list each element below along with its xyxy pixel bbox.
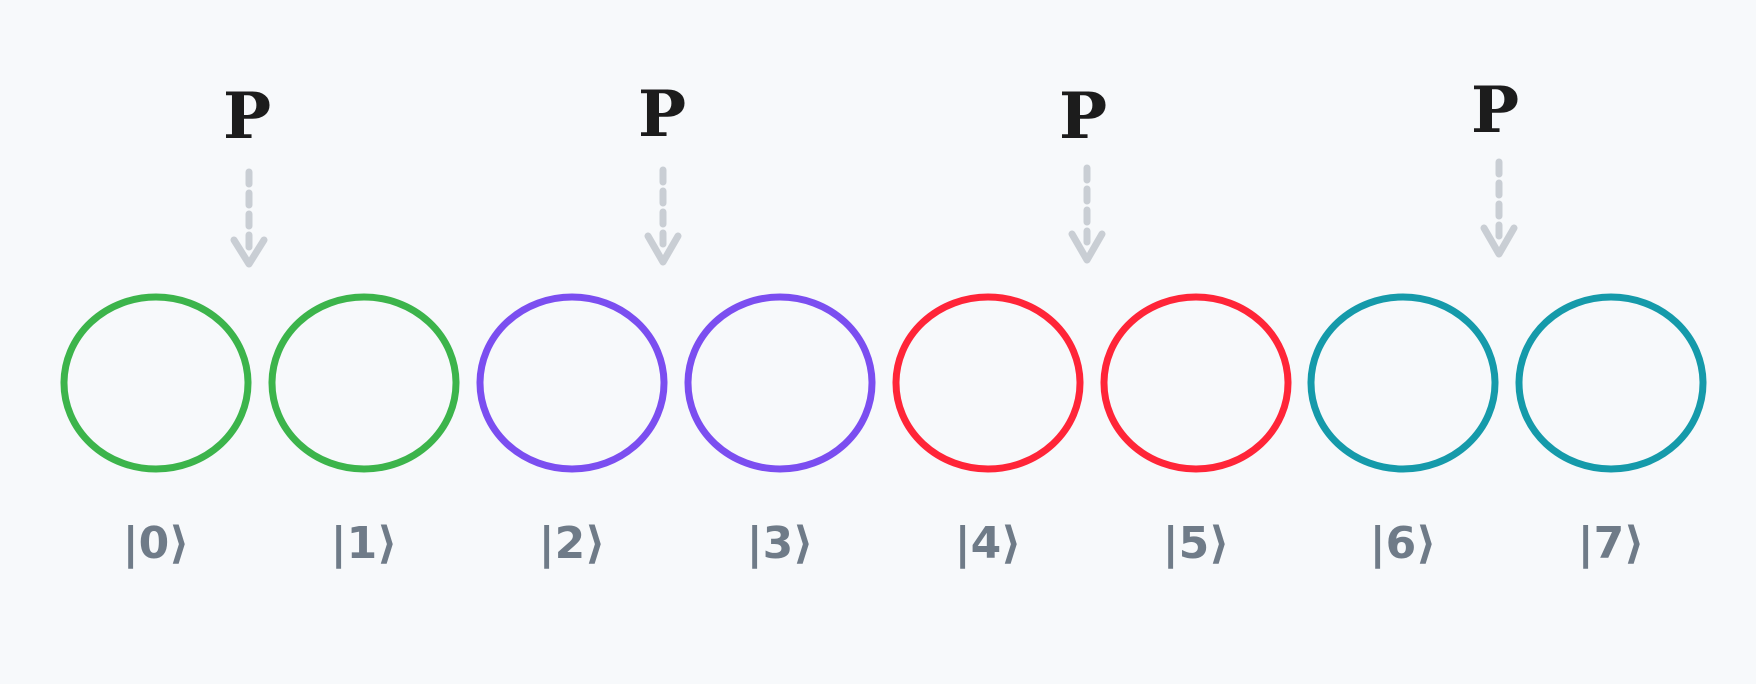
pulse-marker: P	[1059, 79, 1107, 264]
state-label-4: |4⟩	[955, 518, 1022, 569]
arrow-head-icon	[644, 232, 682, 266]
pulse-label: P	[638, 77, 686, 152]
qubit-circle-1	[268, 293, 460, 473]
qubit-circle-0	[60, 293, 252, 473]
pulse-marker: P	[223, 79, 271, 268]
pulse-label: P	[1471, 73, 1519, 148]
state-label-5: |5⟩	[1163, 518, 1230, 569]
pulse-label: P	[1059, 79, 1107, 154]
qubit-circle-4	[892, 293, 1084, 473]
qubit-circle-6	[1307, 293, 1499, 473]
qubit-circle-3	[684, 293, 876, 473]
qubit-circle-7	[1515, 293, 1707, 473]
state-label-0: |0⟩	[123, 518, 190, 569]
state-label-2: |2⟩	[539, 518, 606, 569]
arrow-head-icon	[230, 236, 268, 268]
pulse-marker: P	[638, 77, 686, 266]
arrow-head-icon	[1480, 224, 1518, 258]
arrow-head-icon	[1068, 230, 1106, 264]
state-label-6: |6⟩	[1370, 518, 1437, 569]
pulse-marker: P	[1471, 73, 1519, 258]
state-label-7: |7⟩	[1578, 518, 1645, 569]
state-label-1: |1⟩	[331, 518, 398, 569]
qubit-circle-2	[476, 293, 668, 473]
qubit-circle-5	[1100, 293, 1292, 473]
pulse-label: P	[223, 79, 271, 154]
state-label-3: |3⟩	[747, 518, 814, 569]
